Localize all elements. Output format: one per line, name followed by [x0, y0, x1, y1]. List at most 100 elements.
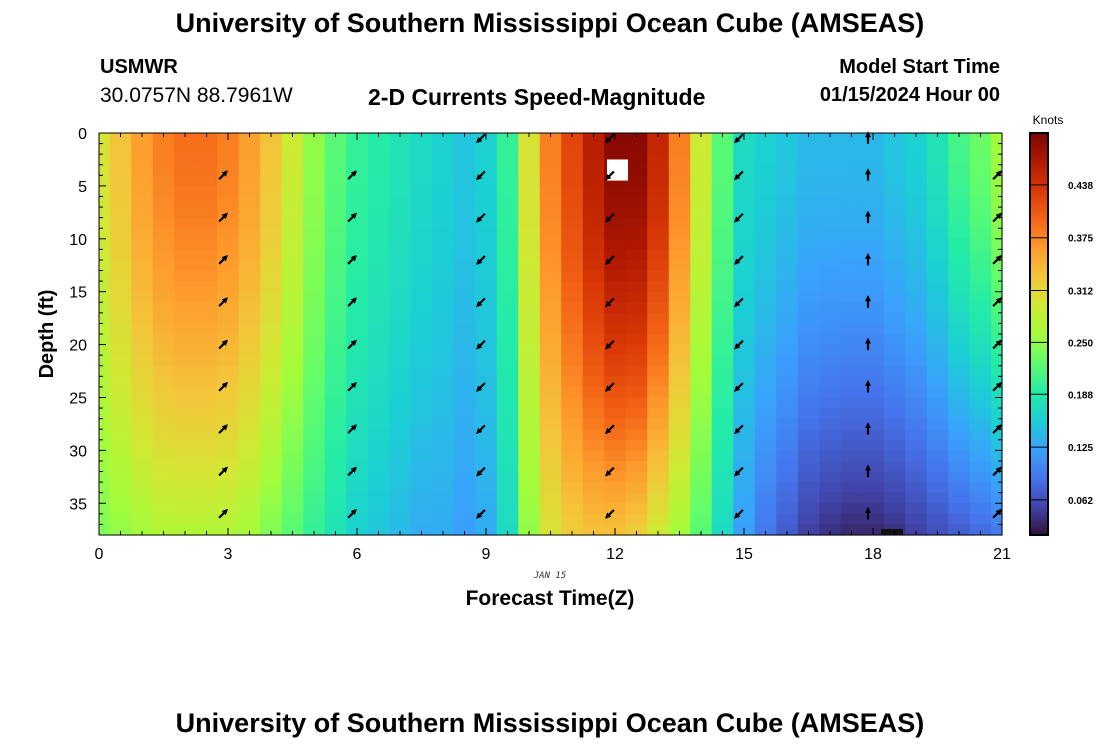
heat-cell	[496, 503, 519, 515]
heat-cell	[776, 238, 799, 250]
heat-cell	[754, 196, 777, 208]
heat-cell	[690, 312, 713, 325]
heat-cell	[561, 344, 584, 356]
heat-cell	[647, 228, 670, 240]
heat-cell	[582, 196, 605, 208]
heat-cell	[346, 450, 369, 462]
heat-cell	[625, 408, 648, 420]
heat-cell	[389, 429, 412, 441]
heat-cell	[819, 281, 842, 293]
heat-cell	[324, 249, 347, 261]
heat-cell	[131, 249, 154, 261]
heat-cell	[668, 281, 691, 293]
heat-cell	[711, 460, 734, 473]
heat-cell	[991, 397, 1003, 409]
heat-cell	[432, 323, 455, 335]
y-tick-label: 0	[78, 126, 87, 143]
heat-cell	[324, 344, 347, 356]
heat-cell	[948, 185, 971, 198]
heat-cell	[238, 376, 261, 388]
heat-cell	[346, 323, 369, 335]
heat-cell	[324, 175, 347, 187]
heat-cell	[367, 291, 390, 303]
heat-cell	[926, 312, 949, 325]
heat-cell	[346, 503, 369, 515]
heat-cell	[647, 376, 670, 388]
heat-cell	[733, 376, 756, 388]
heat-cell	[840, 291, 863, 303]
heat-cell	[604, 175, 627, 187]
heat-cell	[367, 302, 390, 314]
heat-cell	[174, 513, 197, 526]
heat-cell	[496, 460, 519, 473]
heat-cell	[668, 228, 691, 240]
heat-cell	[797, 228, 820, 240]
heat-cell	[776, 217, 799, 229]
heat-cell	[690, 291, 713, 303]
heat-cell	[281, 429, 304, 441]
heat-cell	[561, 482, 584, 494]
heat-cell	[152, 217, 175, 229]
heat-cell	[647, 450, 670, 462]
heat-cell	[367, 323, 390, 335]
heat-cell	[324, 302, 347, 314]
heat-cell	[948, 450, 971, 462]
heat-cell	[905, 460, 928, 473]
heat-cell	[389, 439, 412, 451]
heat-cell	[926, 164, 949, 176]
heat-cell	[174, 196, 197, 208]
heat-cell	[819, 196, 842, 208]
heat-cell	[303, 175, 326, 187]
heat-cell	[453, 513, 476, 526]
heat-cell	[862, 228, 885, 240]
heat-cell	[711, 143, 734, 155]
heat-cell	[647, 355, 670, 367]
heat-cell	[797, 408, 820, 420]
x-axis-title: Forecast Time(Z)	[466, 587, 635, 610]
heat-cell	[389, 365, 412, 377]
heat-cell	[432, 312, 455, 325]
heat-cell	[475, 334, 498, 346]
heat-cell	[432, 471, 455, 483]
heat-cell	[668, 175, 691, 187]
heat-cell	[152, 503, 175, 515]
heat-cell	[496, 164, 519, 176]
heat-cell	[754, 281, 777, 293]
heat-cell	[905, 418, 928, 430]
heat-cell	[604, 482, 627, 494]
heat-cell	[324, 143, 347, 155]
heat-cell	[905, 270, 928, 282]
heat-cell	[711, 397, 734, 409]
heat-cell	[238, 323, 261, 335]
heat-cell	[496, 133, 519, 145]
heat-cell	[367, 450, 390, 462]
heat-cell	[109, 302, 132, 314]
heat-cell	[883, 259, 906, 272]
heat-cell	[604, 334, 627, 346]
heat-cell	[174, 471, 197, 483]
heat-cell	[367, 471, 390, 483]
heat-cell	[582, 365, 605, 377]
heat-cell	[905, 185, 928, 198]
heat-cell	[797, 196, 820, 208]
heat-cell	[174, 228, 197, 240]
current-arrow	[476, 382, 486, 392]
heat-cell	[840, 154, 863, 166]
heat-cell	[475, 175, 498, 187]
heat-cell	[238, 524, 261, 536]
heat-cell	[389, 386, 412, 399]
heat-cell	[281, 492, 304, 504]
heat-cell	[281, 143, 304, 155]
heat-cell	[131, 207, 154, 219]
heat-cell	[969, 270, 992, 282]
heat-cell	[668, 323, 691, 335]
heat-cell	[561, 492, 584, 504]
heat-cell	[152, 185, 175, 198]
heat-cell	[539, 439, 562, 451]
heat-cell	[819, 418, 842, 430]
heat-cell	[539, 386, 562, 399]
colorbar-tick-label: 0.250	[1068, 338, 1093, 349]
heat-cell	[303, 418, 326, 430]
heat-cell	[539, 154, 562, 166]
heat-cell	[604, 270, 627, 282]
